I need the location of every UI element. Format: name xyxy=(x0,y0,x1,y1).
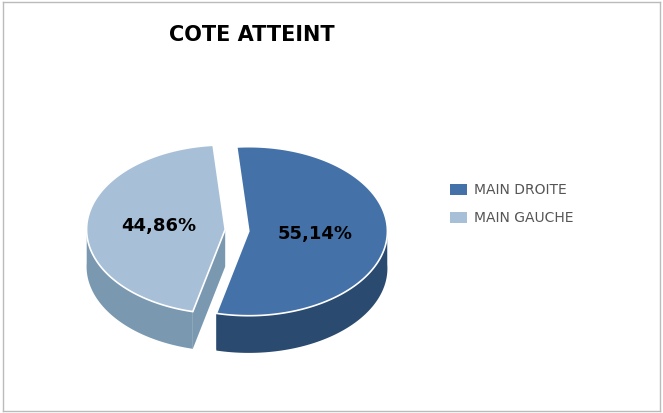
Polygon shape xyxy=(216,227,387,353)
Polygon shape xyxy=(87,226,193,349)
Text: COTE ATTEINT: COTE ATTEINT xyxy=(169,25,335,45)
Polygon shape xyxy=(216,231,249,351)
Text: 55,14%: 55,14% xyxy=(278,225,353,243)
Polygon shape xyxy=(216,147,387,316)
Legend: MAIN DROITE, MAIN GAUCHE: MAIN DROITE, MAIN GAUCHE xyxy=(444,178,579,231)
Polygon shape xyxy=(193,230,225,349)
Polygon shape xyxy=(87,145,225,312)
Text: 44,86%: 44,86% xyxy=(121,217,196,235)
